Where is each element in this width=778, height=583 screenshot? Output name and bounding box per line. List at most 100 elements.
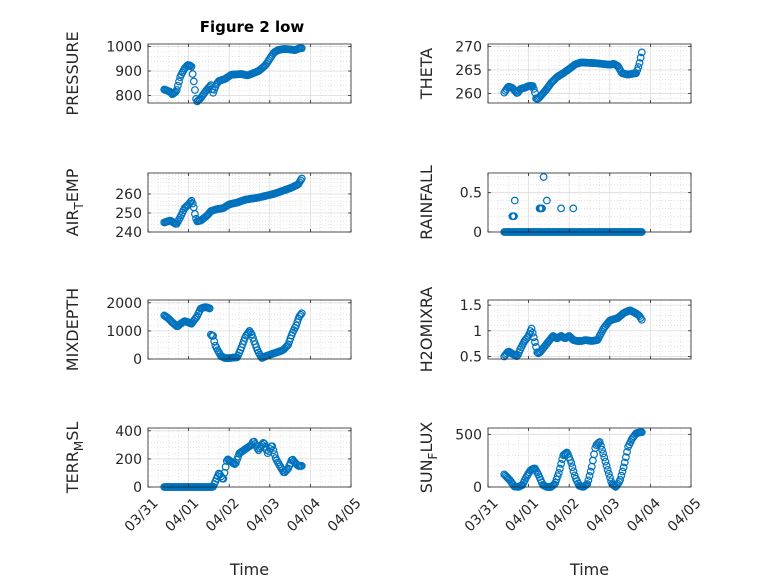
x-axis-label: Time — [569, 560, 609, 579]
x-tick-label: 04/01 — [502, 495, 542, 535]
data-point — [558, 455, 567, 464]
data-point — [297, 462, 306, 470]
data-point — [269, 446, 278, 455]
y-tick-label: 0 — [133, 480, 142, 496]
axes-box — [487, 427, 692, 488]
subplot-sun_flux: 03/31 04/01 04/02 04/03 04/04 04/05 0 500 SUNFLU… — [417, 422, 705, 579]
data-point — [533, 348, 542, 357]
y-axis-label: SUNFLUX — [417, 422, 440, 494]
y-tick-label: 260 — [455, 87, 482, 103]
y-tick-label: 500 — [455, 427, 482, 443]
data-point — [191, 86, 199, 94]
data-point — [528, 328, 537, 337]
y-tick-label: 0.5 — [460, 186, 482, 202]
y-tick-label: 400 — [115, 424, 142, 440]
subplot-pressure: 800 900 1000 PRESSURE — [63, 31, 352, 116]
data-point — [531, 338, 539, 346]
data-point — [191, 210, 199, 218]
data-point — [595, 438, 604, 446]
data-point — [550, 480, 559, 489]
data-point — [634, 63, 643, 71]
data-point — [173, 81, 182, 90]
subplot-mixdepth: 0 1000 2000 MIXDEPTH — [63, 288, 352, 371]
x-tick-label: 04/01 — [162, 495, 202, 535]
y-tick-label: 800 — [115, 89, 142, 105]
subplot-h2omixra: 0.5 1 1.5 H2OMIXRA — [417, 287, 692, 372]
data-point — [601, 457, 610, 466]
x-tick-label: 04/02 — [203, 495, 243, 535]
x-tick-label: 04/03 — [584, 495, 624, 535]
data-point — [606, 473, 614, 482]
data-point — [281, 467, 290, 475]
data-point — [568, 463, 577, 472]
data-point — [283, 465, 291, 474]
data-point — [569, 204, 578, 213]
data-point — [599, 449, 608, 458]
axes-box — [487, 172, 692, 233]
data-point — [538, 204, 546, 213]
data-point — [617, 471, 626, 480]
data-point — [554, 469, 563, 477]
data-point — [636, 53, 645, 62]
data-point — [297, 44, 306, 53]
axes-box — [147, 299, 352, 360]
data-point — [510, 212, 518, 221]
data-point — [175, 77, 183, 86]
data-point — [557, 459, 565, 468]
data-point — [209, 332, 218, 340]
data-point — [283, 342, 291, 350]
x-tick-label: 03/31 — [462, 495, 502, 535]
x-tick-label: 03/31 — [122, 495, 162, 535]
axes-box — [147, 172, 352, 233]
data-point — [602, 461, 611, 470]
data-point — [510, 196, 519, 205]
data-point — [296, 310, 305, 319]
data-point — [636, 314, 645, 322]
x-tick-label: 04/04 — [624, 495, 664, 535]
data-point — [619, 463, 628, 472]
subplot-air_temp: 240 250 260 AIRTEMP — [63, 168, 352, 241]
data-point — [623, 447, 631, 456]
y-tick-label: 1 — [473, 324, 482, 340]
subplot-terr_msl: 03/31 04/01 04/02 04/03 04/04 04/05 0 200 400 TER… — [63, 422, 365, 579]
data-point — [268, 442, 277, 451]
data-point — [527, 324, 536, 333]
y-tick-label: 200 — [115, 452, 142, 468]
data-point — [596, 441, 605, 450]
plot-area — [488, 428, 691, 487]
data-point — [603, 465, 612, 474]
data-point — [637, 48, 646, 57]
plot-area — [488, 173, 691, 232]
data-point — [618, 467, 627, 476]
data-point — [616, 475, 625, 484]
y-tick-label: 1000 — [106, 39, 142, 55]
data-point — [569, 467, 578, 476]
data-point — [556, 464, 564, 473]
y-tick-label: 2000 — [106, 296, 142, 312]
x-tick-label: 04/02 — [543, 495, 583, 535]
data-point — [297, 174, 306, 183]
data-point — [635, 59, 644, 67]
data-point — [189, 77, 198, 86]
data-point — [586, 467, 595, 476]
y-tick-label: 0.5 — [460, 349, 482, 365]
data-point — [297, 309, 306, 318]
data-point — [292, 321, 301, 330]
y-axis-label: AIRTEMP — [63, 168, 86, 236]
axes-box — [487, 299, 692, 360]
y-tick-label: 0 — [473, 225, 482, 241]
data-point — [296, 176, 305, 185]
data-point — [581, 481, 589, 490]
y-axis-label: RAINFALL — [417, 165, 436, 240]
y-tick-label: 1.5 — [460, 298, 482, 314]
y-axis-label: TERRMSL — [63, 422, 86, 495]
data-point — [562, 448, 571, 457]
data-point — [172, 86, 181, 94]
data-point — [621, 453, 630, 462]
data-point — [567, 459, 576, 467]
y-tick-label: 240 — [115, 225, 142, 241]
y-tick-label: 900 — [115, 64, 142, 80]
data-point — [604, 469, 613, 478]
